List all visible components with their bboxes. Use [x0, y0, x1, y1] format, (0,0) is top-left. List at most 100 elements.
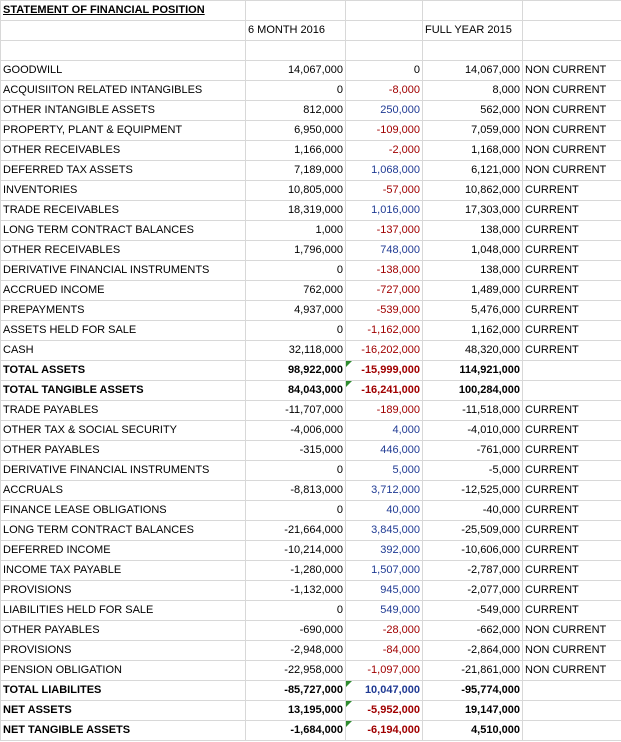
value-2015: 8,000 — [422, 80, 523, 101]
change: -189,000 — [345, 400, 423, 421]
data-row: ACCRUALS -8,813,000 3,712,000 -12,525,000 CU… — [0, 480, 621, 501]
cell — [345, 20, 423, 41]
value-2015: -4,010,000 — [422, 420, 523, 441]
change: -1,162,000 — [345, 320, 423, 341]
header-row: 6 MONTH 2016 FULL YEAR 2015 — [0, 20, 621, 41]
value-2016: -1,280,000 — [245, 560, 346, 581]
change: -8,000 — [345, 80, 423, 101]
classification: CURRENT — [522, 300, 621, 321]
change: 446,000 — [345, 440, 423, 461]
value-2015: 17,303,000 — [422, 200, 523, 221]
value-2016: 98,922,000 — [245, 360, 346, 381]
value-2015: -662,000 — [422, 620, 523, 641]
value-2016: 0 — [245, 460, 346, 481]
cell — [0, 40, 246, 61]
value-2015: 138,000 — [422, 220, 523, 241]
line-item: LONG TERM CONTRACT BALANCES — [0, 220, 246, 241]
classification: CURRENT — [522, 240, 621, 261]
value-2016: 1,796,000 — [245, 240, 346, 261]
data-row: OTHER PAYABLES -690,000 -28,000 -662,000 NON… — [0, 620, 621, 641]
value-2016: 6,950,000 — [245, 120, 346, 141]
data-row: OTHER PAYABLES -315,000 446,000 -761,000 CUR… — [0, 440, 621, 461]
value-2016: -1,132,000 — [245, 580, 346, 601]
line-item: PROPERTY, PLANT & EQUIPMENT — [0, 120, 246, 141]
value-2016: -85,727,000 — [245, 680, 346, 701]
line-item: PREPAYMENTS — [0, 300, 246, 321]
data-row: DEFERRED INCOME -10,214,000 392,000 -10,606… — [0, 540, 621, 561]
change: 3,845,000 — [345, 520, 423, 541]
line-item: TOTAL ASSETS — [0, 360, 246, 381]
classification: CURRENT — [522, 260, 621, 281]
data-row: TOTAL LIABILITES -85,727,000 10,047,000 -95… — [0, 680, 621, 701]
value-2015: -25,509,000 — [422, 520, 523, 541]
line-item: TOTAL LIABILITES — [0, 680, 246, 701]
classification: CURRENT — [522, 220, 621, 241]
error-indicator — [346, 701, 352, 707]
value-2016: 762,000 — [245, 280, 346, 301]
value-2015: 562,000 — [422, 100, 523, 121]
data-row: ASSETS HELD FOR SALE 0 -1,162,000 1,162,000… — [0, 320, 621, 341]
line-item: LONG TERM CONTRACT BALANCES — [0, 520, 246, 541]
value-2016: -1,684,000 — [245, 720, 346, 741]
classification: NON CURRENT — [522, 120, 621, 141]
classification: CURRENT — [522, 280, 621, 301]
data-row: DERIVATIVE FINANCIAL INSTRUMENTS 0 5,000 -5… — [0, 460, 621, 481]
value-2016: 0 — [245, 600, 346, 621]
data-row: NET ASSETS 13,195,000 -5,952,000 19,147,000 — [0, 700, 621, 721]
line-item: NET ASSETS — [0, 700, 246, 721]
value-2016: 10,805,000 — [245, 180, 346, 201]
data-row: PREPAYMENTS 4,937,000 -539,000 5,476,000 CUR… — [0, 300, 621, 321]
change: -6,194,000 — [345, 720, 423, 741]
change: -138,000 — [345, 260, 423, 281]
change: 945,000 — [345, 580, 423, 601]
change: -16,202,000 — [345, 340, 423, 361]
line-item: OTHER PAYABLES — [0, 440, 246, 461]
classification: CURRENT — [522, 500, 621, 521]
value-2015: 10,862,000 — [422, 180, 523, 201]
data-row: DERIVATIVE FINANCIAL INSTRUMENTS 0 -138,00… — [0, 260, 621, 281]
value-2015: 1,168,000 — [422, 140, 523, 161]
value-2016: 0 — [245, 320, 346, 341]
line-item: ACQUISIITON RELATED INTANGIBLES — [0, 80, 246, 101]
classification: CURRENT — [522, 560, 621, 581]
classification: CURRENT — [522, 200, 621, 221]
classification: NON CURRENT — [522, 140, 621, 161]
value-2016: 812,000 — [245, 100, 346, 121]
value-2016: 18,319,000 — [245, 200, 346, 221]
data-row: PENSION OBLIGATION -22,958,000 -1,097,000-… — [0, 660, 621, 681]
line-item: CASH — [0, 340, 246, 361]
change: -5,952,000 — [345, 700, 423, 721]
classification: NON CURRENT — [522, 60, 621, 81]
value-2016: -8,813,000 — [245, 480, 346, 501]
value-2016: -315,000 — [245, 440, 346, 461]
data-row: TRADE PAYABLES -11,707,000 -189,000 -11,518… — [0, 400, 621, 421]
line-item: NET TANGIBLE ASSETS — [0, 720, 246, 741]
value-2016: 0 — [245, 80, 346, 101]
classification: CURRENT — [522, 400, 621, 421]
cell — [522, 20, 621, 41]
classification: CURRENT — [522, 440, 621, 461]
line-item: DERIVATIVE FINANCIAL INSTRUMENTS — [0, 460, 246, 481]
data-row: PROVISIONS -1,132,000 945,000 -2,077,000 CUR… — [0, 580, 621, 601]
value-2015: -10,606,000 — [422, 540, 523, 561]
data-row: TOTAL ASSETS 98,922,000 -15,999,000 114,921… — [0, 360, 621, 381]
line-item: INVENTORIES — [0, 180, 246, 201]
line-item: DEFERRED TAX ASSETS — [0, 160, 246, 181]
value-2016: -2,948,000 — [245, 640, 346, 661]
change: 250,000 — [345, 100, 423, 121]
classification: CURRENT — [522, 320, 621, 341]
data-row: TRADE RECEIVABLES 18,319,000 1,016,000 17,3… — [0, 200, 621, 221]
classification: NON CURRENT — [522, 80, 621, 101]
line-item: INCOME TAX PAYABLE — [0, 560, 246, 581]
line-item: OTHER INTANGIBLE ASSETS — [0, 100, 246, 121]
data-row: CASH 32,118,000 -16,202,000 48,320,000 CURRE… — [0, 340, 621, 361]
classification: CURRENT — [522, 340, 621, 361]
value-2015: 48,320,000 — [422, 340, 523, 361]
change: -109,000 — [345, 120, 423, 141]
cell — [422, 0, 523, 21]
data-row: DEFERRED TAX ASSETS 7,189,000 1,068,000 6,1… — [0, 160, 621, 181]
line-item: OTHER RECEIVABLES — [0, 240, 246, 261]
value-2015: 19,147,000 — [422, 700, 523, 721]
error-indicator — [346, 381, 352, 387]
